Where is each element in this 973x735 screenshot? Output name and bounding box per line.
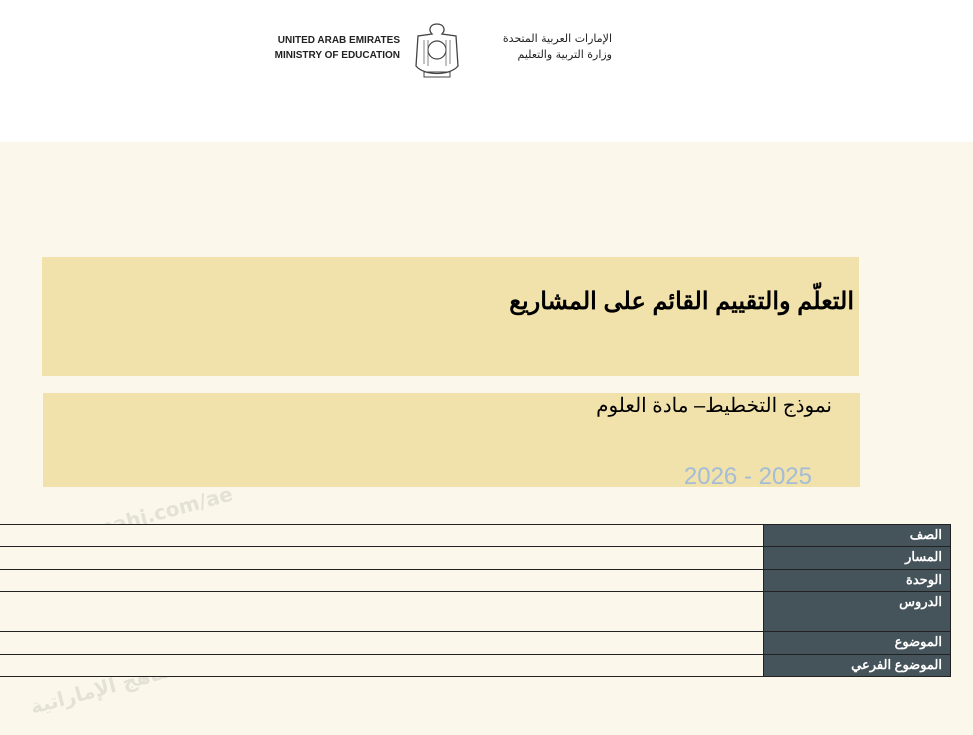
en-line-2: MINISTRY OF EDUCATION: [274, 50, 400, 61]
title-band: التعلّم والتقييم القائم على المشاريع: [42, 257, 859, 376]
subtopic-value[interactable]: [0, 654, 764, 677]
subtitle: نموذج التخطيط– مادة العلوم: [596, 395, 832, 417]
ar-line-2: وزارة التربية والتعليم: [517, 48, 612, 61]
track-value[interactable]: [0, 546, 764, 570]
table-row: الموضوع: [0, 631, 951, 655]
table-row: الوحدة: [0, 569, 951, 592]
table-row: الصف: [0, 524, 951, 547]
ministry-arabic-name: الإمارات العربية المتحدة وزارة التربية و…: [472, 31, 612, 63]
page-header: UNITED ARAB EMIRATES MINISTRY OF EDUCATI…: [0, 0, 973, 142]
topic-value[interactable]: [0, 631, 764, 655]
ministry-english-name: UNITED ARAB EMIRATES MINISTRY OF EDUCATI…: [275, 33, 400, 63]
planning-table: الصف المسار الوحدة الدروس الموضوع الموضو…: [0, 524, 951, 677]
table-row: الموضوع الفرعي: [0, 654, 951, 677]
row-label: الموضوع الفرعي: [763, 654, 951, 677]
unit-value[interactable]: [0, 569, 764, 592]
academic-year: 2026 - 2025: [683, 463, 812, 490]
row-label: المسار: [763, 546, 951, 570]
row-label: الوحدة: [763, 569, 951, 592]
row-label: الموضوع: [763, 631, 951, 655]
grade-value[interactable]: [0, 524, 764, 547]
ar-line-1: الإمارات العربية المتحدة: [502, 32, 612, 45]
table-row: الدروس: [0, 591, 951, 632]
row-label: الصف: [763, 524, 951, 547]
page-title: التعلّم والتقييم القائم على المشاريع: [509, 288, 854, 315]
uae-emblem-icon: [415, 23, 459, 78]
table-row: المسار: [0, 546, 951, 570]
row-label: الدروس: [763, 591, 951, 632]
subtitle-band: نموذج التخطيط– مادة العلوم 2026 - 2025: [43, 393, 860, 490]
en-line-1: UNITED ARAB EMIRATES: [277, 35, 400, 46]
lessons-value[interactable]: [0, 591, 764, 632]
